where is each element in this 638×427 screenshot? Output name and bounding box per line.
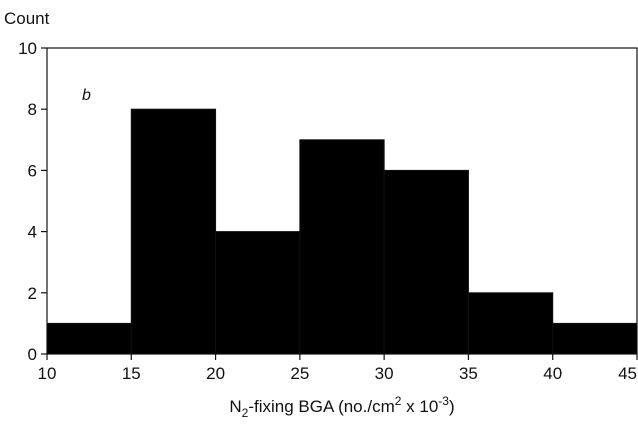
x-axis-title-superscript: -3 (438, 394, 449, 408)
histogram-bar (467, 292, 554, 355)
bars-group (46, 108, 638, 355)
y-axis-title: Count (4, 9, 50, 28)
x-tick-label: 15 (122, 364, 141, 383)
x-tick-label: 35 (459, 364, 478, 383)
y-axis: 0 2 4 6 8 10 (18, 39, 47, 364)
y-tick-label: 6 (28, 161, 37, 180)
x-tick-label: 30 (375, 364, 394, 383)
x-axis-title: N2-fixing BGA (no./cm2 x 10-3) (229, 394, 454, 420)
x-axis-title-part: -fixing BGA (no./cm (248, 397, 394, 416)
x-tick-label: 20 (206, 364, 225, 383)
x-axis-title-subscript: 2 (242, 406, 249, 420)
histogram-bar (552, 322, 638, 355)
x-tick-label: 40 (543, 364, 562, 383)
y-tick-label: 10 (18, 39, 37, 58)
x-tick-label: 25 (290, 364, 309, 383)
x-axis-title-superscript: 2 (395, 394, 402, 408)
x-tick-label: 45 (618, 364, 637, 383)
panel-label: b (82, 87, 91, 104)
x-tick-label: 10 (38, 364, 57, 383)
x-axis: 10 15 20 25 30 35 40 45 (38, 354, 638, 383)
y-tick-label: 0 (28, 345, 37, 364)
histogram-bar (46, 322, 132, 355)
histogram-bar (383, 169, 469, 355)
y-tick-label: 4 (28, 223, 37, 242)
histogram-bar (299, 139, 385, 355)
x-axis-title-part: x 10 (401, 397, 438, 416)
histogram-bar (215, 231, 301, 355)
x-axis-title-part: ) (449, 397, 455, 416)
y-tick-label: 8 (28, 100, 37, 119)
x-axis-title-part: N (229, 397, 241, 416)
y-tick-label: 2 (28, 284, 37, 303)
histogram-bar (130, 108, 217, 355)
